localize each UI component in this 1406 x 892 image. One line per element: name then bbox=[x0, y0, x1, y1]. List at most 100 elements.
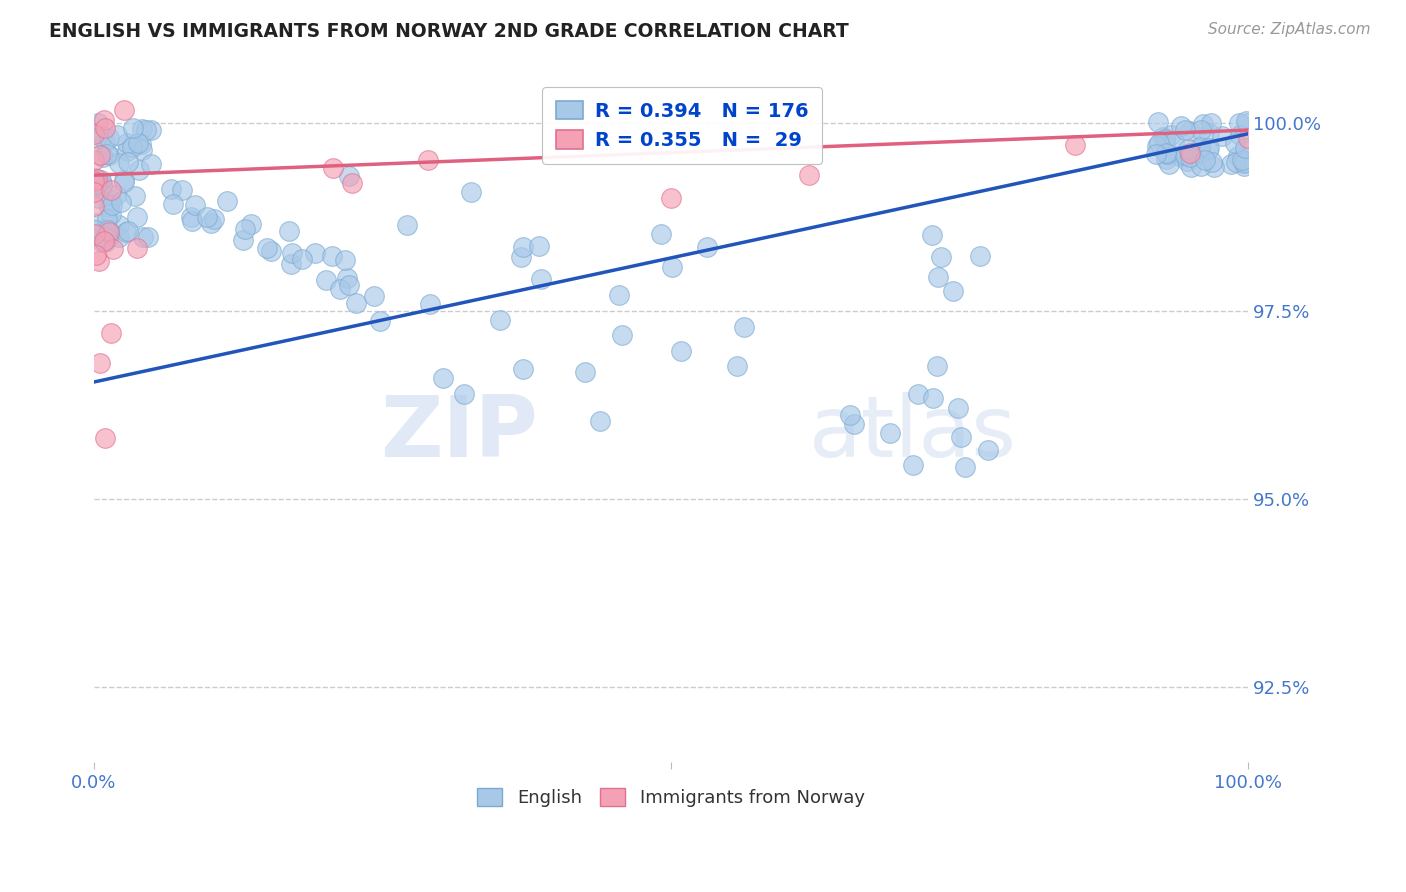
Point bbox=[114, 103, 136, 117]
Point bbox=[98, 225, 121, 239]
Point bbox=[1160, 128, 1182, 142]
Point bbox=[103, 242, 125, 256]
Point bbox=[98, 200, 121, 214]
Point bbox=[105, 128, 128, 143]
Point bbox=[1199, 116, 1222, 130]
Point bbox=[322, 161, 344, 175]
Point bbox=[83, 223, 105, 237]
Point bbox=[950, 430, 973, 444]
Point bbox=[87, 116, 110, 130]
Point bbox=[1233, 141, 1256, 155]
Point bbox=[98, 148, 121, 162]
Point bbox=[94, 221, 117, 235]
Point bbox=[1192, 117, 1215, 131]
Point bbox=[1225, 154, 1247, 169]
Point bbox=[1146, 139, 1168, 153]
Point bbox=[100, 207, 122, 221]
Point bbox=[1198, 126, 1220, 140]
Point bbox=[395, 218, 418, 232]
Point bbox=[416, 153, 439, 168]
Point bbox=[94, 136, 117, 150]
Point bbox=[650, 227, 672, 241]
Point bbox=[1177, 142, 1199, 156]
Point bbox=[977, 442, 1000, 457]
Point bbox=[90, 178, 112, 192]
Point bbox=[93, 235, 115, 249]
Point bbox=[1233, 155, 1256, 169]
Point bbox=[83, 199, 105, 213]
Point bbox=[529, 272, 551, 286]
Point bbox=[340, 176, 363, 190]
Text: atlas: atlas bbox=[810, 392, 1018, 475]
Point bbox=[1163, 135, 1185, 149]
Point bbox=[929, 251, 952, 265]
Point bbox=[86, 178, 108, 192]
Point bbox=[879, 425, 901, 440]
Point bbox=[1220, 157, 1243, 171]
Point bbox=[256, 241, 278, 255]
Point bbox=[89, 254, 111, 268]
Point bbox=[344, 296, 367, 310]
Point bbox=[278, 224, 301, 238]
Point bbox=[903, 458, 925, 472]
Point bbox=[94, 431, 117, 445]
Point bbox=[96, 225, 118, 239]
Point bbox=[1170, 119, 1192, 133]
Point bbox=[89, 356, 111, 370]
Point bbox=[83, 174, 105, 188]
Point bbox=[84, 217, 107, 231]
Point bbox=[139, 157, 162, 171]
Point bbox=[512, 361, 534, 376]
Point bbox=[661, 260, 683, 275]
Point bbox=[86, 248, 108, 262]
Point bbox=[112, 173, 135, 187]
Point bbox=[239, 218, 262, 232]
Point bbox=[100, 183, 122, 197]
Point bbox=[1178, 145, 1201, 160]
Point bbox=[1063, 138, 1085, 153]
Point bbox=[127, 136, 149, 151]
Point bbox=[125, 210, 148, 224]
Point bbox=[115, 136, 138, 150]
Point bbox=[1227, 149, 1250, 163]
Point bbox=[337, 169, 360, 183]
Point bbox=[1159, 157, 1181, 171]
Point bbox=[589, 413, 612, 427]
Point bbox=[105, 188, 128, 202]
Point bbox=[170, 183, 193, 197]
Point bbox=[1180, 151, 1202, 165]
Point bbox=[725, 359, 748, 373]
Point bbox=[1225, 136, 1247, 151]
Point bbox=[1234, 114, 1257, 128]
Point bbox=[260, 244, 283, 259]
Point bbox=[1153, 137, 1175, 152]
Point bbox=[217, 194, 239, 208]
Point bbox=[89, 148, 111, 162]
Point bbox=[83, 179, 105, 194]
Point bbox=[304, 245, 326, 260]
Point bbox=[136, 230, 159, 244]
Point bbox=[1180, 161, 1202, 175]
Point bbox=[969, 249, 991, 263]
Point bbox=[453, 387, 475, 401]
Point bbox=[321, 250, 343, 264]
Point bbox=[1175, 154, 1198, 169]
Point bbox=[131, 121, 153, 136]
Point bbox=[432, 371, 454, 385]
Point bbox=[117, 224, 139, 238]
Point bbox=[1198, 141, 1220, 155]
Point bbox=[117, 154, 139, 169]
Point bbox=[1154, 152, 1177, 166]
Point bbox=[94, 229, 117, 244]
Point bbox=[363, 288, 385, 302]
Point bbox=[1153, 132, 1175, 146]
Point bbox=[419, 296, 441, 310]
Point bbox=[1197, 143, 1219, 157]
Point bbox=[927, 270, 949, 285]
Point bbox=[574, 365, 596, 379]
Point bbox=[96, 212, 118, 227]
Point bbox=[659, 191, 682, 205]
Point bbox=[162, 196, 184, 211]
Point bbox=[1227, 116, 1250, 130]
Text: Source: ZipAtlas.com: Source: ZipAtlas.com bbox=[1208, 22, 1371, 37]
